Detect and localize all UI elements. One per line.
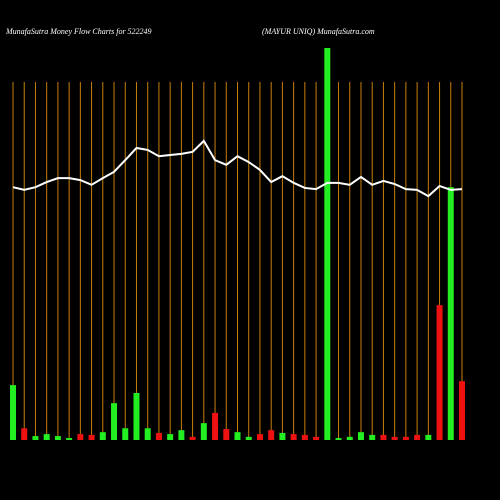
bar <box>268 430 275 440</box>
bar <box>99 432 106 440</box>
bar <box>447 187 454 440</box>
bar <box>391 436 398 440</box>
bar <box>212 412 219 440</box>
bar <box>111 403 118 440</box>
bar <box>10 385 16 440</box>
bar <box>357 432 364 440</box>
bar <box>436 305 443 440</box>
bar <box>66 438 73 440</box>
bar <box>122 428 129 440</box>
chart-title: MunafaSutra Money Flow Charts for 522249 <box>5 27 152 36</box>
bar <box>414 434 421 440</box>
bar <box>144 428 151 440</box>
bar <box>313 436 320 440</box>
money-flow-line <box>12 139 463 198</box>
bar <box>380 434 387 440</box>
bar <box>133 392 140 440</box>
bar <box>245 436 252 440</box>
bar <box>77 434 84 440</box>
bar <box>32 436 39 440</box>
bar <box>301 434 308 440</box>
bar <box>459 381 465 440</box>
bar <box>155 432 162 440</box>
bar <box>21 428 28 440</box>
bar <box>200 423 207 440</box>
bar <box>335 438 342 440</box>
chart-subtitle: (MAYUR UNIQ) MunafaSutra.com <box>262 27 375 36</box>
bar <box>234 432 241 440</box>
bar <box>346 436 353 440</box>
bar <box>290 434 297 440</box>
bar <box>88 434 95 440</box>
bar <box>324 48 331 440</box>
bar <box>402 436 409 440</box>
bar <box>54 436 61 440</box>
bar <box>369 434 376 440</box>
bar <box>279 432 286 440</box>
bar <box>425 434 432 440</box>
bar <box>167 434 174 440</box>
bar <box>256 434 263 440</box>
bar <box>178 430 185 440</box>
bar <box>223 429 230 440</box>
bar <box>189 436 196 440</box>
bar <box>43 434 50 440</box>
